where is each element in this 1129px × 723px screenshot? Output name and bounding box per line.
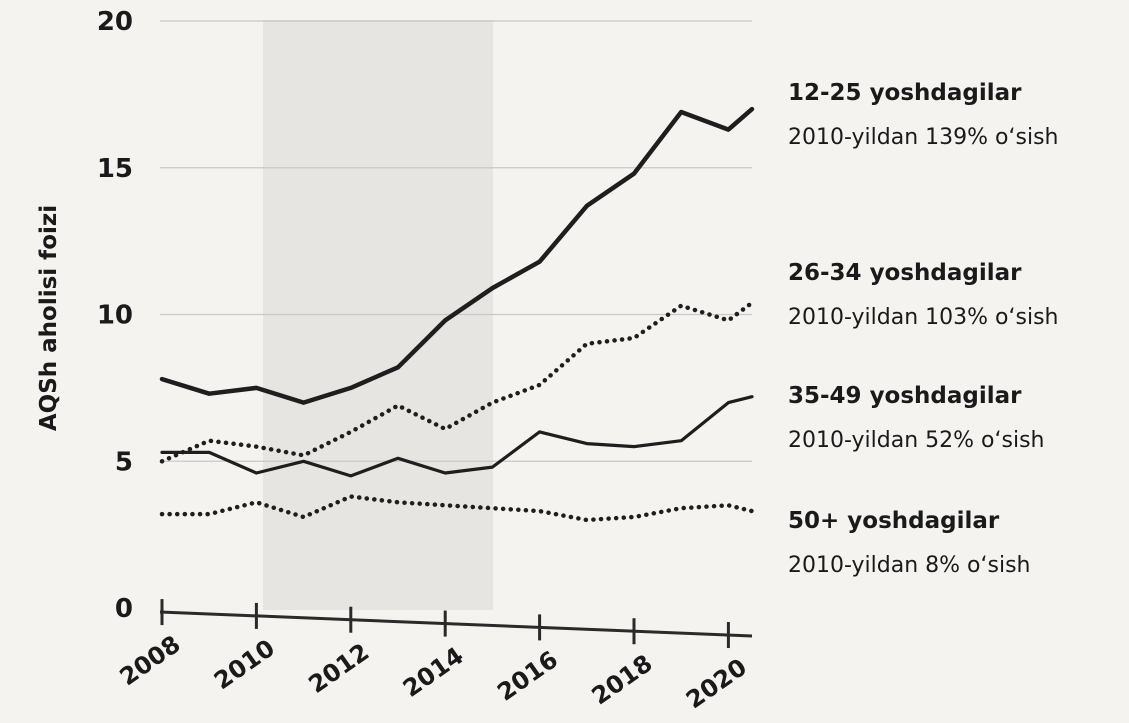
y-tick-label: 5 <box>115 447 133 477</box>
legend-series-name: 35-49 yoshdagilar <box>788 383 1022 409</box>
legend-series-description: 2010-yildan 103% o‘sish <box>788 305 1059 330</box>
legend: 12-25 yoshdagilar 2010-yildan 139% o‘sish… <box>788 80 1059 578</box>
legend-series-description: 2010-yildan 52% o‘sish <box>788 428 1045 453</box>
x-axis-line <box>159 610 753 638</box>
series-line-1 <box>159 106 755 405</box>
y-axis-ticks: 0 5 10 15 20 <box>97 7 133 624</box>
series-line-3 <box>160 395 754 478</box>
y-tick-label: 0 <box>115 594 133 624</box>
legend-series-description: 2010-yildan 139% o‘sish <box>788 125 1059 150</box>
y-tick-label: 20 <box>97 7 133 37</box>
series-line-2 <box>159 300 755 464</box>
legend-series-description: 2010-yildan 8% o‘sish <box>788 553 1031 578</box>
legend-series-name: 50+ yoshdagilar <box>788 508 1000 534</box>
legend-series-name: 26-34 yoshdagilar <box>788 260 1022 286</box>
y-tick-label: 15 <box>97 154 133 184</box>
series-lines <box>159 106 755 523</box>
y-axis-label: AQSh aholisi foizi <box>36 205 62 431</box>
legend-series-name: 12-25 yoshdagilar <box>788 80 1022 106</box>
y-tick-label: 10 <box>97 301 133 331</box>
